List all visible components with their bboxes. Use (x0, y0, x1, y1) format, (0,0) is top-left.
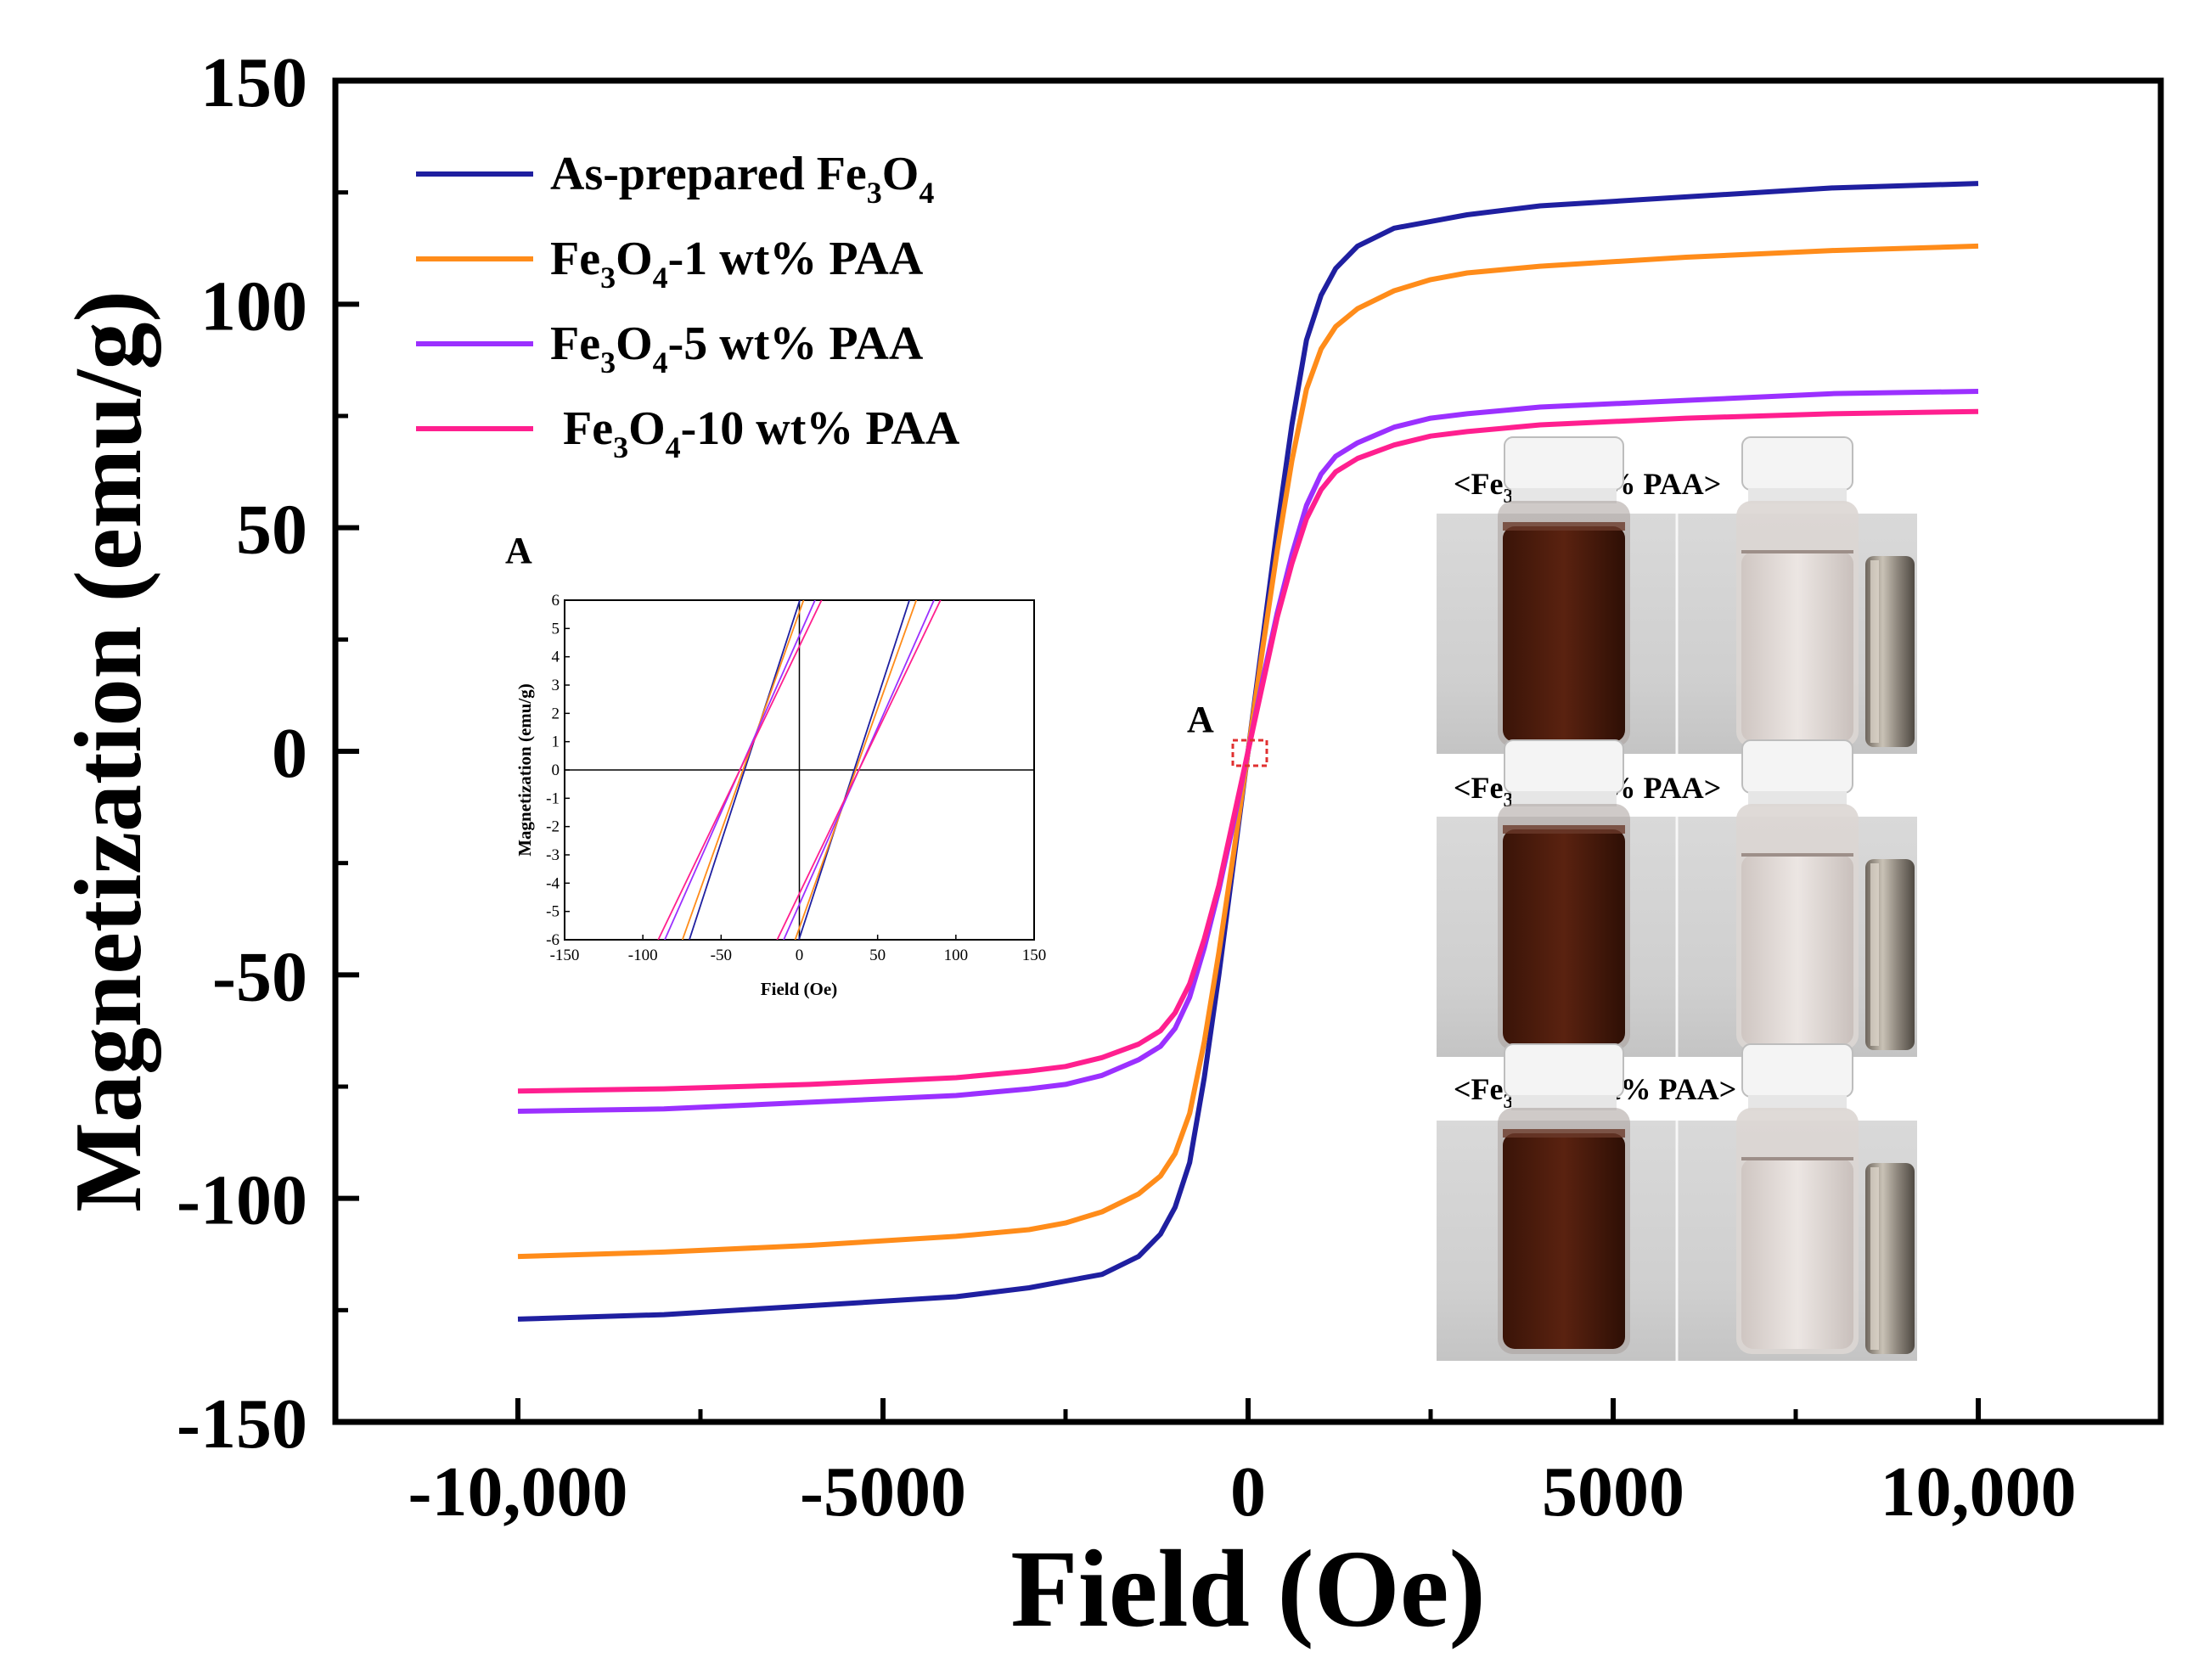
inset-ticks: -150 -100 -50 0 50 100 150 -6 -5 -4 -3 -2 -1 0 1 2 3 4 5 6 (546, 592, 1046, 964)
inset-x-tick-label: 0 (796, 947, 804, 964)
y-tick-label: -150 (177, 1385, 307, 1464)
inset-series-line (798, 600, 911, 940)
bottle-separated-with-magnet (1735, 739, 1916, 1052)
y-tick-label: 50 (236, 491, 307, 570)
y-tick-label: 0 (272, 714, 307, 793)
inset-y-tick-label: -3 (546, 846, 560, 864)
inset-label: A (505, 530, 532, 571)
inset-y-tick-label: 1 (552, 733, 560, 751)
inset-plot: A -150 -100 -50 0 50 100 150 -6 -5 -4 -3 -2 -1 0 1 2 3 4 5… (505, 530, 1046, 999)
inset-y-tick-label: -2 (546, 818, 560, 836)
y-tick-label: -50 (212, 937, 307, 1016)
inset-x-tick-label: 50 (869, 947, 886, 964)
inset-y-tick-label: -4 (546, 874, 560, 892)
inset-x-tick-label: 150 (1022, 947, 1047, 964)
bottle-dispersed (1497, 436, 1631, 748)
inset-y-tick-label: 3 (552, 677, 560, 694)
inset-x-tick-label: 100 (944, 947, 969, 964)
inset-x-tick-label: -50 (711, 947, 732, 964)
inset-series-line (776, 600, 942, 940)
series-line (517, 408, 1979, 1094)
inset-y-tick-label: -5 (546, 903, 560, 921)
inset-x-tick-label: -150 (550, 947, 580, 964)
x-tick-label: -10,000 (408, 1452, 628, 1531)
series-group (517, 181, 1979, 1322)
x-tick-label: 0 (1230, 1452, 1266, 1531)
y-axis-title: Magnetization (emu/g) (56, 290, 161, 1212)
axis-tick-labels: -10,000 -5000 0 5000 10,000-150-100-50050100… (177, 43, 2076, 1531)
inset-x-tick-label: -100 (628, 947, 658, 964)
y-tick-label: 150 (200, 43, 307, 122)
inset-y-tick-label: 5 (552, 620, 560, 638)
annotation-label-A: A (1187, 699, 1214, 740)
inset-y-tick-label: 4 (552, 649, 560, 666)
inset-series-line (663, 600, 816, 940)
inset-y-title: Magnetization (emu/g) (515, 683, 535, 857)
inset-y-tick-label: -6 (546, 931, 560, 949)
bottle-dispersed (1497, 1043, 1631, 1355)
x-axis-title: Field (Oe) (1010, 1528, 1486, 1650)
y-tick-label: -100 (177, 1161, 307, 1240)
inset-y-tick-label: 6 (552, 592, 560, 610)
photo-panels: <Fe3O4-1wt% PAA><Fe3O4-5wt% PAA><Fe3O4-1… (1437, 435, 1917, 1361)
photo-panel: <Fe3O4-5wt% PAA> (1437, 739, 1917, 1057)
inset-x-title: Field (Oe) (761, 979, 837, 999)
x-tick-label: 10,000 (1881, 1452, 2077, 1531)
inset-series-line (657, 600, 823, 940)
bottle-separated-with-magnet (1735, 435, 1916, 749)
x-tick-label: 5000 (1542, 1452, 1684, 1531)
legend-entry: Fe3O4-10 wt% PAA (563, 402, 960, 464)
bottle-dispersed (1497, 739, 1631, 1051)
axis-ticks (333, 78, 2163, 1424)
inset-series-line (783, 600, 936, 940)
inset-series-line (681, 600, 805, 940)
inset-y-tick-label: -1 (546, 789, 560, 807)
legend-entry: Fe3O4-5 wt% PAA (550, 317, 924, 379)
legend-entry: Fe3O4-1 wt% PAA (550, 233, 924, 295)
inset-series-line (794, 600, 918, 940)
y-tick-label: 100 (200, 267, 307, 346)
photo-panel: <Fe3O4-10wt% PAA> (1437, 1042, 1917, 1361)
photo-panel: <Fe3O4-1wt% PAA> (1437, 435, 1917, 754)
legend-entry: As-prepared Fe3O4 (550, 148, 934, 210)
inset-y-tick-label: 2 (552, 705, 560, 722)
legend: As-prepared Fe3O4 Fe3O4-1 wt% PAA Fe3O4-5 … (416, 148, 960, 464)
bottle-separated-with-magnet (1735, 1042, 1916, 1356)
inset-series-line (688, 600, 801, 940)
inset-series-group (657, 600, 942, 940)
inset-y-tick-label: 0 (552, 761, 560, 779)
x-tick-label: -5000 (800, 1452, 966, 1531)
annotation-zoom-box (1231, 739, 1268, 767)
